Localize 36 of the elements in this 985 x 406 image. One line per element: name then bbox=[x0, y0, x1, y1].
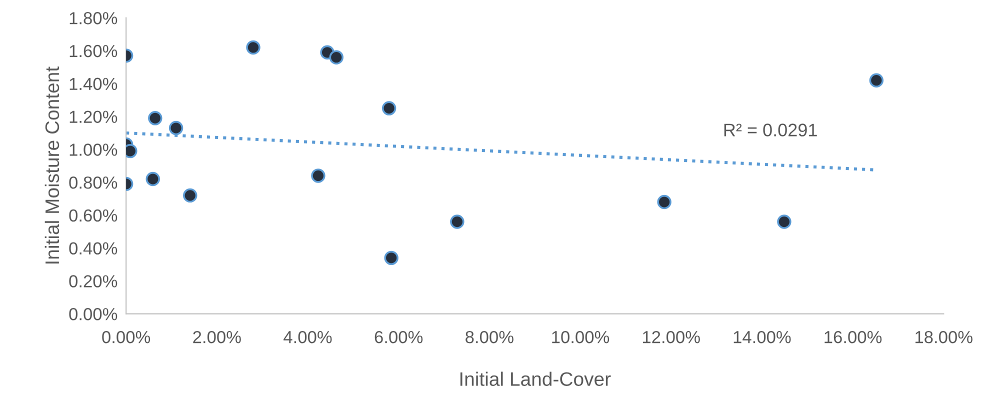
x-tick-label: 16.00% bbox=[824, 330, 882, 344]
y-tick-label: 0.00% bbox=[69, 308, 118, 320]
y-axis-title: Initial Moisture Content bbox=[44, 66, 60, 264]
point bbox=[657, 194, 672, 210]
y-tick-label: 1.40% bbox=[70, 78, 118, 90]
y-tick-label: 1.00% bbox=[70, 144, 118, 156]
x-tick-label: 18.00% bbox=[916, 330, 972, 344]
x-tick-label: 8.00% bbox=[466, 330, 514, 344]
point bbox=[246, 40, 260, 55]
y-tick-label: 0.60% bbox=[69, 209, 118, 222]
point bbox=[382, 101, 396, 116]
x-tick-label: 0.00% bbox=[102, 330, 150, 344]
x-tick-label: 12.00% bbox=[643, 330, 700, 344]
x-tick-label: 2.00% bbox=[193, 330, 241, 344]
annotation: R² = 0.0291 bbox=[724, 124, 817, 136]
point bbox=[329, 50, 344, 64]
point bbox=[148, 111, 162, 126]
y-tick-label: 0.40% bbox=[69, 242, 118, 255]
y-tick-label: 0.20% bbox=[69, 275, 118, 288]
point bbox=[311, 168, 326, 183]
point bbox=[450, 214, 464, 229]
y-tick-label: 1.60% bbox=[70, 44, 118, 58]
x-tick-label: 4.00% bbox=[284, 330, 332, 344]
point bbox=[777, 214, 792, 229]
x-axis-title: Initial Land-Cover bbox=[460, 372, 611, 386]
point bbox=[869, 73, 884, 88]
point bbox=[384, 250, 398, 266]
y-tick-label: 1.80% bbox=[70, 12, 118, 24]
x-tick-label: 10.00% bbox=[552, 330, 610, 344]
y-tick-label: 0.80% bbox=[69, 176, 118, 189]
y-tick-label: 1.20% bbox=[70, 110, 118, 123]
x-tick-label: 6.00% bbox=[374, 330, 423, 344]
point bbox=[168, 120, 184, 136]
x-tick-label: 14.00% bbox=[734, 330, 791, 344]
point bbox=[146, 172, 160, 186]
point bbox=[183, 188, 198, 203]
